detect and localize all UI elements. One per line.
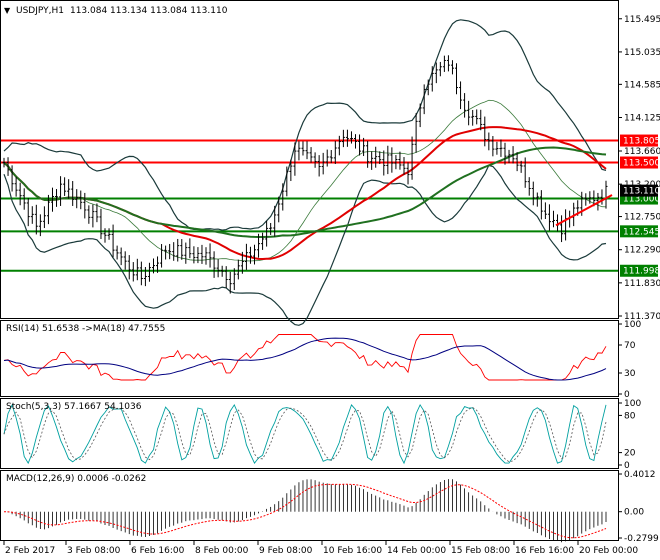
macd-panel[interactable] [0, 470, 619, 541]
time-tick-label: 10 Feb 16:00 [323, 546, 382, 556]
price-tick-label: 114.585 [624, 80, 660, 90]
stoch-tick-label: 20 [624, 449, 636, 459]
level-label: 113.000 [623, 195, 660, 205]
rsi-title: RSI(14) 51.6538 ->MA(18) 47.7555 [6, 324, 165, 334]
price-tick-label: 112.750 [624, 213, 660, 223]
main-panel[interactable] [0, 0, 619, 319]
rsi-tick-label: 0 [624, 390, 630, 400]
bollinger-lower [3, 164, 607, 326]
macd-signal-line [3, 483, 607, 539]
stoch-panel[interactable] [0, 398, 619, 469]
macd-tick-label: 0.4012 [624, 470, 656, 480]
ohlc-values: 113.084 113.134 113.084 113.110 [70, 6, 228, 16]
price-tick-label: 115.035 [624, 48, 660, 58]
stoch-main-line [3, 403, 607, 465]
level-label: 113.500 [623, 159, 660, 169]
stoch-tick-label: 0 [624, 461, 630, 471]
rsi-tick-label: 30 [624, 369, 636, 379]
rsi-panel[interactable] [0, 320, 619, 397]
level-label-box [620, 156, 658, 169]
rsi-tick-label: 100 [624, 320, 641, 330]
stoch-title: Stoch(5,3,3) 57.1667 54.1036 [6, 402, 142, 412]
time-tick-label: 2 Feb 2017 [5, 546, 55, 556]
level-label-box [620, 264, 658, 277]
price-tick-label: 111.830 [624, 279, 660, 289]
symbol-label: USDJPY,H1 [16, 6, 64, 16]
bollinger-upper [3, 19, 607, 231]
time-tick-label: 3 Feb 08:00 [67, 546, 121, 556]
time-tick-label: 6 Feb 16:00 [131, 546, 185, 556]
level-label: 112.545 [623, 227, 660, 237]
rsi-tick-label: 70 [624, 341, 636, 351]
rsi-line [3, 334, 607, 381]
symbol-menu-icon[interactable]: ▼ [4, 6, 11, 15]
price-tick-label: 111.370 [624, 312, 660, 322]
trend-line [555, 194, 613, 227]
price-tick-label: 114.125 [624, 113, 660, 123]
current-price-label: 113.110 [623, 187, 660, 197]
ma-green-line [3, 146, 607, 238]
price-tick-label: 112.290 [624, 246, 660, 256]
time-tick-label: 14 Feb 00:00 [387, 546, 446, 556]
level-label: 113.805 [623, 137, 660, 147]
bollinger-middle [3, 99, 607, 262]
time-tick-label: 20 Feb 00:00 [579, 546, 638, 556]
time-tick-label: 8 Feb 00:00 [195, 546, 249, 556]
level-label-box [620, 225, 658, 238]
time-tick-label: 9 Feb 08:00 [259, 546, 313, 556]
time-tick-label: 15 Feb 08:00 [451, 546, 510, 556]
level-label-box [620, 134, 658, 147]
macd-tick-label: 0.00 [624, 508, 644, 518]
price-tick-label: 113.660 [624, 147, 660, 157]
macd-title: MACD(12,26,9) 0.0006 -0.0262 [6, 474, 146, 484]
chart-title: USDJPY,H1 113.084 113.134 113.084 113.110 [16, 6, 228, 16]
level-label: 111.998 [623, 267, 660, 277]
price-tick-label: 115.495 [624, 15, 660, 25]
macd-tick-label: -0.2799 [624, 534, 659, 544]
time-tick-label: 16 Feb 16:00 [515, 546, 574, 556]
stoch-tick-label: 80 [624, 411, 636, 421]
rsi-ma-line [3, 337, 607, 381]
current-price-box [620, 184, 658, 197]
stoch-tick-label: 100 [624, 399, 641, 409]
